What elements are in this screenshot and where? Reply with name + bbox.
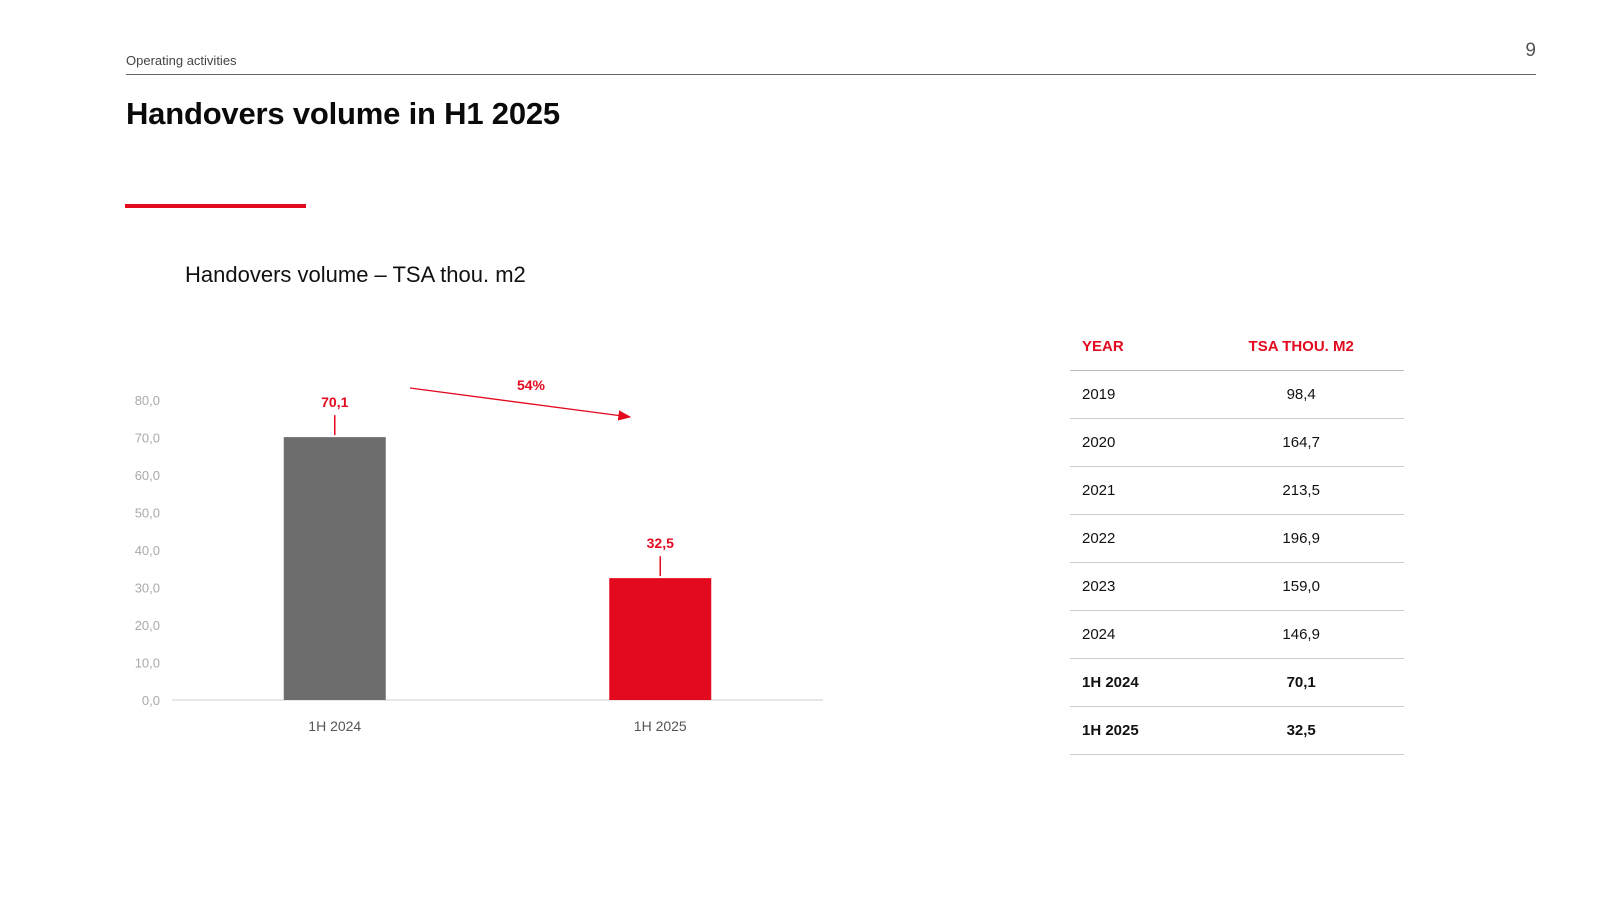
x-tick-label: 1H 2024	[308, 718, 361, 734]
page-title: Handovers volume in H1 2025	[126, 96, 560, 131]
accent-underline	[125, 204, 306, 208]
table-row: 2023 159,0	[1070, 562, 1404, 611]
table-cell-value: 32,5	[1198, 706, 1404, 755]
y-tick-label: 10,0	[135, 656, 160, 671]
y-tick-label: 20,0	[135, 618, 160, 633]
change-annotation: 54%	[517, 377, 546, 393]
table-header-row: YEAR TSA THOU. M2	[1070, 323, 1404, 371]
data-label: 32,5	[647, 535, 674, 551]
y-tick-label: 60,0	[135, 468, 160, 483]
table-row: 2019 98,4	[1070, 370, 1404, 419]
table-cell-year: 2020	[1070, 418, 1199, 467]
bar-1h-2024	[283, 437, 386, 700]
table-row: 1H 2024 70,1	[1070, 658, 1404, 707]
table-cell-year: 1H 2024	[1070, 658, 1199, 707]
table-cell-value: 159,0	[1198, 562, 1404, 611]
y-tick-label: 70,0	[135, 431, 160, 446]
y-tick-label: 80,0	[135, 393, 160, 408]
table-cell-value: 146,9	[1198, 610, 1404, 659]
handovers-bar-chart: 0,0 10,0 20,0 30,0 40,0 50,0 60,0 70,0 80,0 70,1 1…	[135, 377, 823, 734]
y-tick-label: 30,0	[135, 581, 160, 596]
bar-1h-2025	[609, 578, 712, 700]
section-label: Operating activities	[126, 53, 237, 68]
table-row: 1H 2025 32,5	[1070, 706, 1404, 755]
table-cell-year: 2019	[1070, 370, 1199, 419]
y-tick-label: 0,0	[142, 693, 160, 708]
header-divider	[126, 74, 1536, 75]
page-number: 9	[1525, 40, 1536, 61]
table-header-value: TSA THOU. M2	[1198, 323, 1404, 371]
table-cell-year: 1H 2025	[1070, 706, 1199, 755]
table-header-year: YEAR	[1070, 323, 1199, 371]
table-cell-year: 2024	[1070, 610, 1199, 659]
y-tick-label: 50,0	[135, 506, 160, 521]
handovers-table: YEAR TSA THOU. M2 2019 98,4 2020 164,7 2…	[1070, 323, 1404, 755]
x-tick-label: 1H 2025	[634, 718, 687, 734]
table-cell-year: 2023	[1070, 562, 1199, 611]
change-arrow	[409, 387, 632, 421]
table-cell-value: 164,7	[1198, 418, 1404, 467]
table-cell-year: 2022	[1070, 514, 1199, 563]
y-tick-label: 40,0	[135, 543, 160, 558]
table-cell-value: 70,1	[1198, 658, 1404, 707]
table-row: 2020 164,7	[1070, 418, 1404, 467]
chart-title: Handovers volume – TSA thou. m2	[185, 262, 526, 287]
data-label: 70,1	[321, 394, 348, 410]
table-row: 2024 146,9	[1070, 610, 1404, 659]
table-row: 2022 196,9	[1070, 514, 1404, 563]
table-cell-year: 2021	[1070, 466, 1199, 515]
table-cell-value: 196,9	[1198, 514, 1404, 563]
table-cell-value: 98,4	[1198, 370, 1404, 419]
table-row: 2021 213,5	[1070, 466, 1404, 515]
table-cell-value: 213,5	[1198, 466, 1404, 515]
